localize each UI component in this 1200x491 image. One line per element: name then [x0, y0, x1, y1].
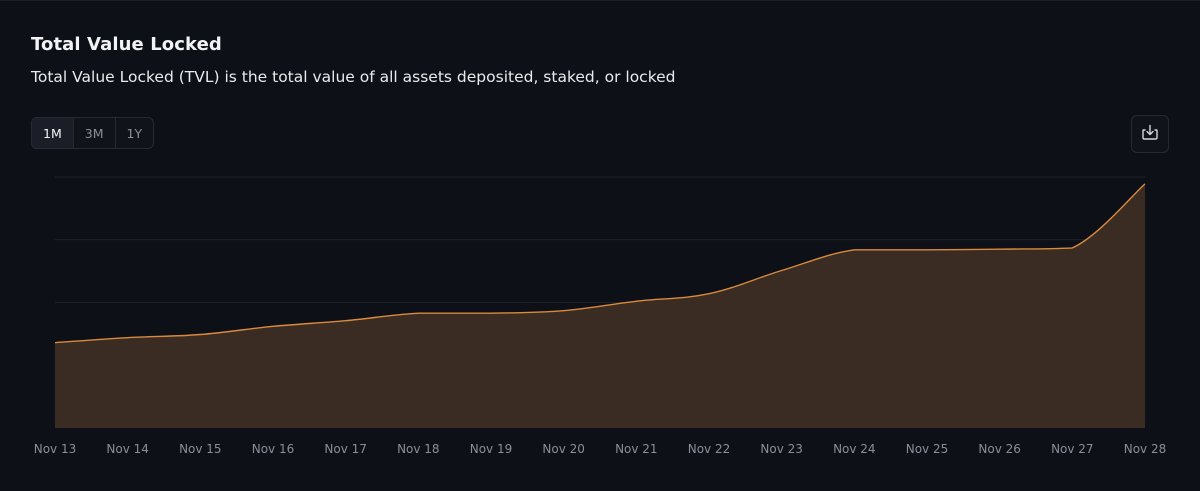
x-tick-label: Nov 14 — [106, 442, 149, 456]
x-tick-label: Nov 26 — [978, 442, 1021, 456]
time-range-selector: 1M 3M 1Y — [31, 117, 155, 149]
x-tick-label: Nov 23 — [760, 442, 803, 456]
x-tick-label: Nov 21 — [615, 442, 658, 456]
chart-title: Total Value Locked — [31, 34, 222, 55]
x-tick-label: Nov 16 — [252, 442, 295, 456]
x-axis: Nov 13 Nov 14 Nov 15 Nov 16 Nov 17 Nov 18 Nov … — [34, 442, 1167, 456]
x-tick-label: Nov 15 — [179, 442, 222, 456]
x-tick-label: Nov 27 — [1051, 442, 1094, 456]
range-1m-button[interactable]: 1M — [32, 118, 74, 148]
x-tick-label: Nov 25 — [906, 442, 949, 456]
x-tick-label: Nov 22 — [688, 442, 731, 456]
x-tick-label: Nov 13 — [34, 442, 77, 456]
x-tick-label: Nov 18 — [397, 442, 440, 456]
series-line — [54, 183, 1146, 344]
x-tick-label: Nov 17 — [324, 442, 367, 456]
download-button[interactable] — [1131, 115, 1169, 153]
range-3m-button[interactable]: 3M — [74, 118, 116, 148]
x-tick-label: Nov 19 — [470, 442, 513, 456]
area-series — [54, 183, 1146, 428]
x-tick-label: Nov 24 — [833, 442, 876, 456]
download-icon — [1141, 123, 1159, 145]
x-tick-label: Nov 20 — [542, 442, 585, 456]
range-1y-button[interactable]: 1Y — [126, 125, 143, 141]
chart-subtitle: Total Value Locked (TVL) is the total va… — [31, 68, 676, 86]
area-fill — [55, 183, 1145, 428]
x-tick-label: Nov 28 — [1124, 442, 1167, 456]
